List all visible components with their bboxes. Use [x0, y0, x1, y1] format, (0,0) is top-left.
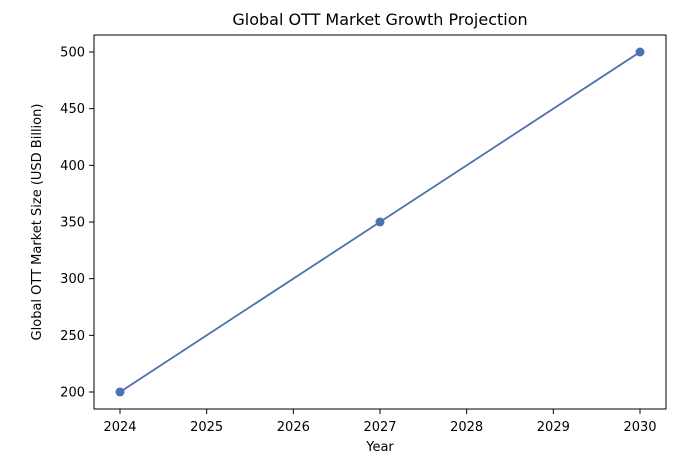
- x-tick-label: 2030: [623, 420, 656, 435]
- y-tick-label: 350: [60, 216, 85, 231]
- data-point: [375, 217, 385, 227]
- y-tick-label: 450: [60, 102, 85, 117]
- series-layer: [115, 47, 645, 397]
- x-axis: 2024 2025 2026 2027 2028 2029 2030: [103, 409, 657, 435]
- y-axis-label: Global OTT Market Size (USD Billion): [30, 104, 45, 341]
- x-tick-label: 2027: [363, 420, 396, 435]
- x-tick-label: 2025: [190, 420, 223, 435]
- y-tick-label: 400: [60, 159, 85, 174]
- y-tick-label: 500: [60, 46, 85, 61]
- x-tick-label: 2029: [537, 420, 570, 435]
- chart-title: Global OTT Market Growth Projection: [232, 10, 527, 29]
- data-point: [115, 387, 125, 397]
- x-tick-label: 2026: [277, 420, 310, 435]
- y-tick-label: 250: [60, 329, 85, 344]
- y-axis: 200 250 300 350 400 450 500: [60, 46, 94, 401]
- data-point: [635, 47, 645, 57]
- x-tick-label: 2024: [103, 420, 136, 435]
- y-tick-label: 200: [60, 386, 85, 401]
- x-axis-label: Year: [365, 440, 394, 455]
- x-tick-label: 2028: [450, 420, 483, 435]
- y-tick-label: 300: [60, 272, 85, 287]
